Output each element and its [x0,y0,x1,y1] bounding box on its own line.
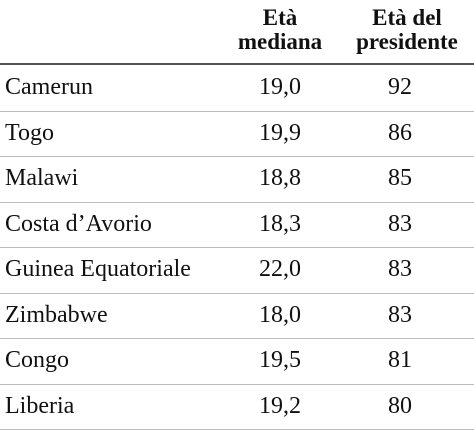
header-rule [0,63,474,65]
cell-value: 19,0 [259,74,301,100]
cell-value: 85 [388,165,412,191]
cell-value: 19,5 [259,347,301,373]
row-rule [0,156,474,157]
cell-value: 18,3 [259,210,301,237]
header-line: Età del [372,5,442,30]
row-rule [0,292,474,294]
cell-value: 19,9 [259,119,301,146]
row-label: Zimbabwe [5,301,108,328]
row-rule [0,110,474,112]
row-label: Camerun [5,74,93,100]
cell-value: 19,2 [259,392,301,419]
row-label: Guinea Equatoriale [5,256,191,282]
cell-value: 83 [388,210,412,237]
row-label: Congo [5,347,70,373]
column-header: Età mediana [230,6,330,54]
cell-value: 86 [388,119,412,146]
row-rule [0,338,474,339]
header-line: Età [262,5,298,30]
cell-value: 81 [388,347,412,373]
cell-value: 22,0 [259,256,301,282]
row-rule [0,429,474,430]
row-rule [0,383,474,385]
cell-value: 18,8 [259,165,301,191]
cell-value: 83 [388,256,412,282]
row-label: Malawi [5,165,79,191]
cell-value: 92 [388,74,412,100]
column-header: Età del presidente [340,6,474,54]
cell-value: 80 [388,392,412,419]
header-line: presidente [356,29,458,54]
row-rule [0,247,474,248]
cell-value: 83 [388,301,412,328]
header-line: mediana [237,29,323,54]
row-label: Togo [5,119,54,146]
row-label: Costa d’Avorio [5,210,152,237]
row-rule [0,201,474,203]
cell-value: 18,0 [259,301,301,328]
row-label: Liberia [5,392,75,419]
